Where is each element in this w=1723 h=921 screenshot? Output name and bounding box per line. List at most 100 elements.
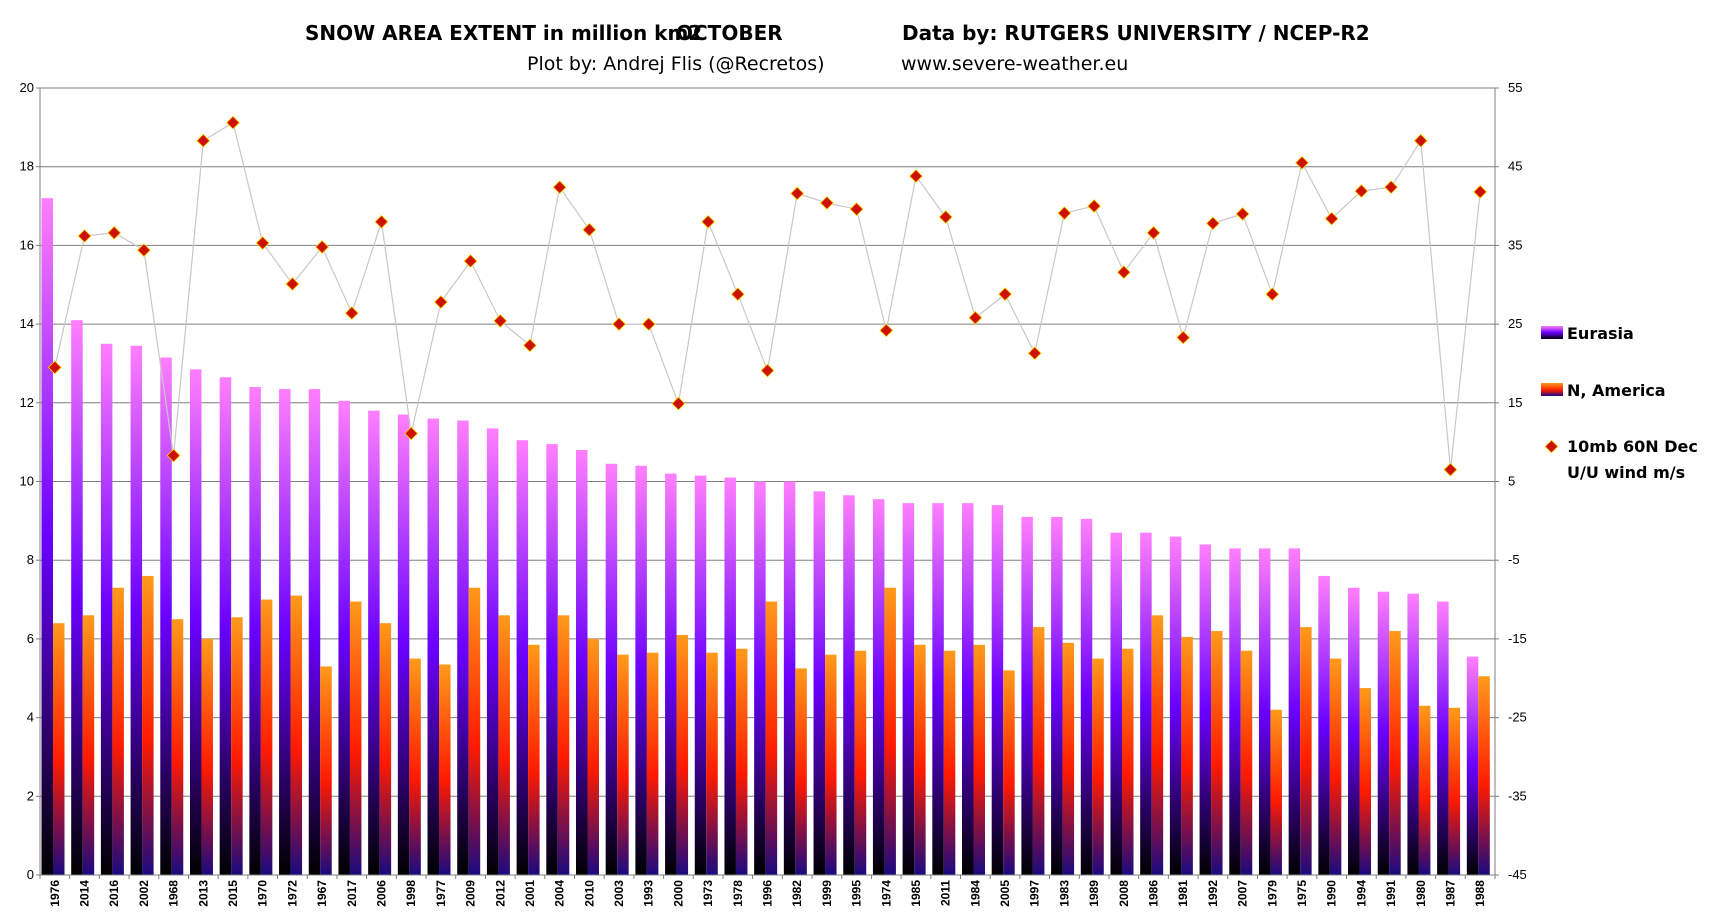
y-right-tick-label: 35 [1508, 237, 1522, 252]
x-tick-label: 2004 [553, 880, 567, 907]
wind-marker [1265, 287, 1280, 302]
bar-namerica [290, 595, 303, 875]
wind-marker [1206, 216, 1220, 231]
wind-marker [909, 169, 923, 184]
wind-marker [790, 186, 805, 201]
bar-eurasia [249, 387, 261, 875]
wind-marker [1413, 133, 1428, 148]
y-left-tick-label: 14 [20, 316, 34, 331]
wind-marker [612, 317, 626, 332]
x-tick-label: 1993 [642, 880, 656, 907]
bar-eurasia [991, 505, 1004, 875]
x-tick-label: 1967 [315, 880, 329, 907]
x-tick-label: 1970 [256, 880, 270, 907]
wind-marker [1473, 184, 1488, 199]
bar-namerica [320, 666, 332, 875]
x-tick-label: 1999 [820, 880, 834, 907]
bar-namerica [142, 575, 154, 875]
x-tick-label: 1976 [48, 880, 62, 907]
bar-namerica [1240, 650, 1253, 875]
bar-namerica [587, 638, 599, 875]
bar-namerica [1270, 709, 1282, 875]
bar-namerica [943, 650, 956, 875]
bar-eurasia [1466, 656, 1479, 875]
wind-marker [730, 287, 745, 302]
x-tick-label: 2011 [939, 880, 953, 906]
y-right-tick-label: 25 [1508, 316, 1522, 331]
x-tick-label: 1968 [167, 880, 181, 907]
bar-eurasia [308, 389, 321, 875]
bar-namerica [498, 615, 510, 875]
bar-eurasia [1199, 544, 1212, 875]
bar-eurasia [1258, 548, 1271, 875]
bar-eurasia [754, 481, 766, 875]
bar-eurasia [724, 477, 736, 875]
bar-namerica [617, 654, 629, 875]
bar-eurasia [783, 481, 796, 875]
wind-marker [522, 338, 537, 353]
bar-namerica [557, 615, 570, 875]
wind-marker [701, 214, 716, 229]
bar-eurasia [486, 428, 499, 875]
wind-marker [760, 363, 775, 378]
bar-namerica [231, 617, 243, 875]
wind-marker [1324, 211, 1339, 226]
wind-marker [77, 229, 92, 243]
bar-namerica [795, 668, 807, 875]
wind-marker [315, 240, 330, 254]
wind-marker [671, 396, 686, 411]
bar-eurasia [932, 503, 944, 875]
bar-eurasia [427, 418, 440, 875]
bar-namerica [973, 644, 986, 875]
y-left-tick-label: 8 [27, 552, 34, 567]
bar-eurasia [219, 377, 232, 875]
bar-namerica [1478, 676, 1490, 875]
wind-marker [136, 243, 151, 258]
wind-marker [819, 195, 834, 210]
y-left-tick-label: 4 [27, 710, 34, 725]
wind-series [47, 115, 1488, 477]
bar-eurasia [1288, 548, 1301, 875]
x-tick-label: 2009 [464, 880, 478, 907]
bar-eurasia [457, 420, 469, 875]
y-left-tick-label: 10 [20, 474, 34, 489]
x-tick-label: 1972 [285, 880, 299, 907]
wind-line [54, 121, 1481, 470]
chart-subtitle-website: www.severe-weather.eu [901, 53, 1128, 75]
x-tick-label: 1995 [850, 880, 864, 907]
bar-eurasia [665, 473, 677, 875]
x-tick-label: 1983 [1057, 880, 1071, 907]
bar-eurasia [813, 491, 826, 875]
x-tick-label: 1996 [761, 880, 775, 907]
wind-marker [196, 133, 211, 148]
bar-namerica [1181, 636, 1193, 875]
wind-marker [374, 214, 389, 229]
wind-marker [1235, 206, 1250, 221]
bar-eurasia [1110, 532, 1122, 875]
bar-eurasia [279, 389, 291, 875]
y-right-tick-label: 15 [1508, 395, 1522, 410]
bar-namerica [201, 638, 213, 875]
bar-eurasia [1407, 593, 1419, 875]
wind-marker [493, 314, 508, 328]
y-left-tick-label: 18 [20, 159, 34, 174]
wind-marker [1057, 206, 1072, 221]
bar-namerica [409, 658, 421, 875]
x-tick-label: 1980 [1414, 880, 1428, 907]
bar-namerica [171, 619, 184, 875]
bars [41, 198, 1490, 875]
wind-marker [1116, 265, 1131, 280]
x-tick-label: 1991 [1384, 880, 1398, 907]
x-tick-label: 1985 [909, 880, 923, 907]
bar-namerica [1211, 631, 1223, 875]
bar-eurasia [605, 463, 618, 875]
wind-marker [1295, 155, 1309, 170]
bar-namerica [854, 650, 867, 875]
bar-namerica [1092, 658, 1104, 875]
x-tick-label: 2001 [523, 880, 537, 907]
bar-namerica [1121, 648, 1134, 875]
wind-marker [344, 306, 359, 321]
wind-marker [552, 180, 567, 195]
